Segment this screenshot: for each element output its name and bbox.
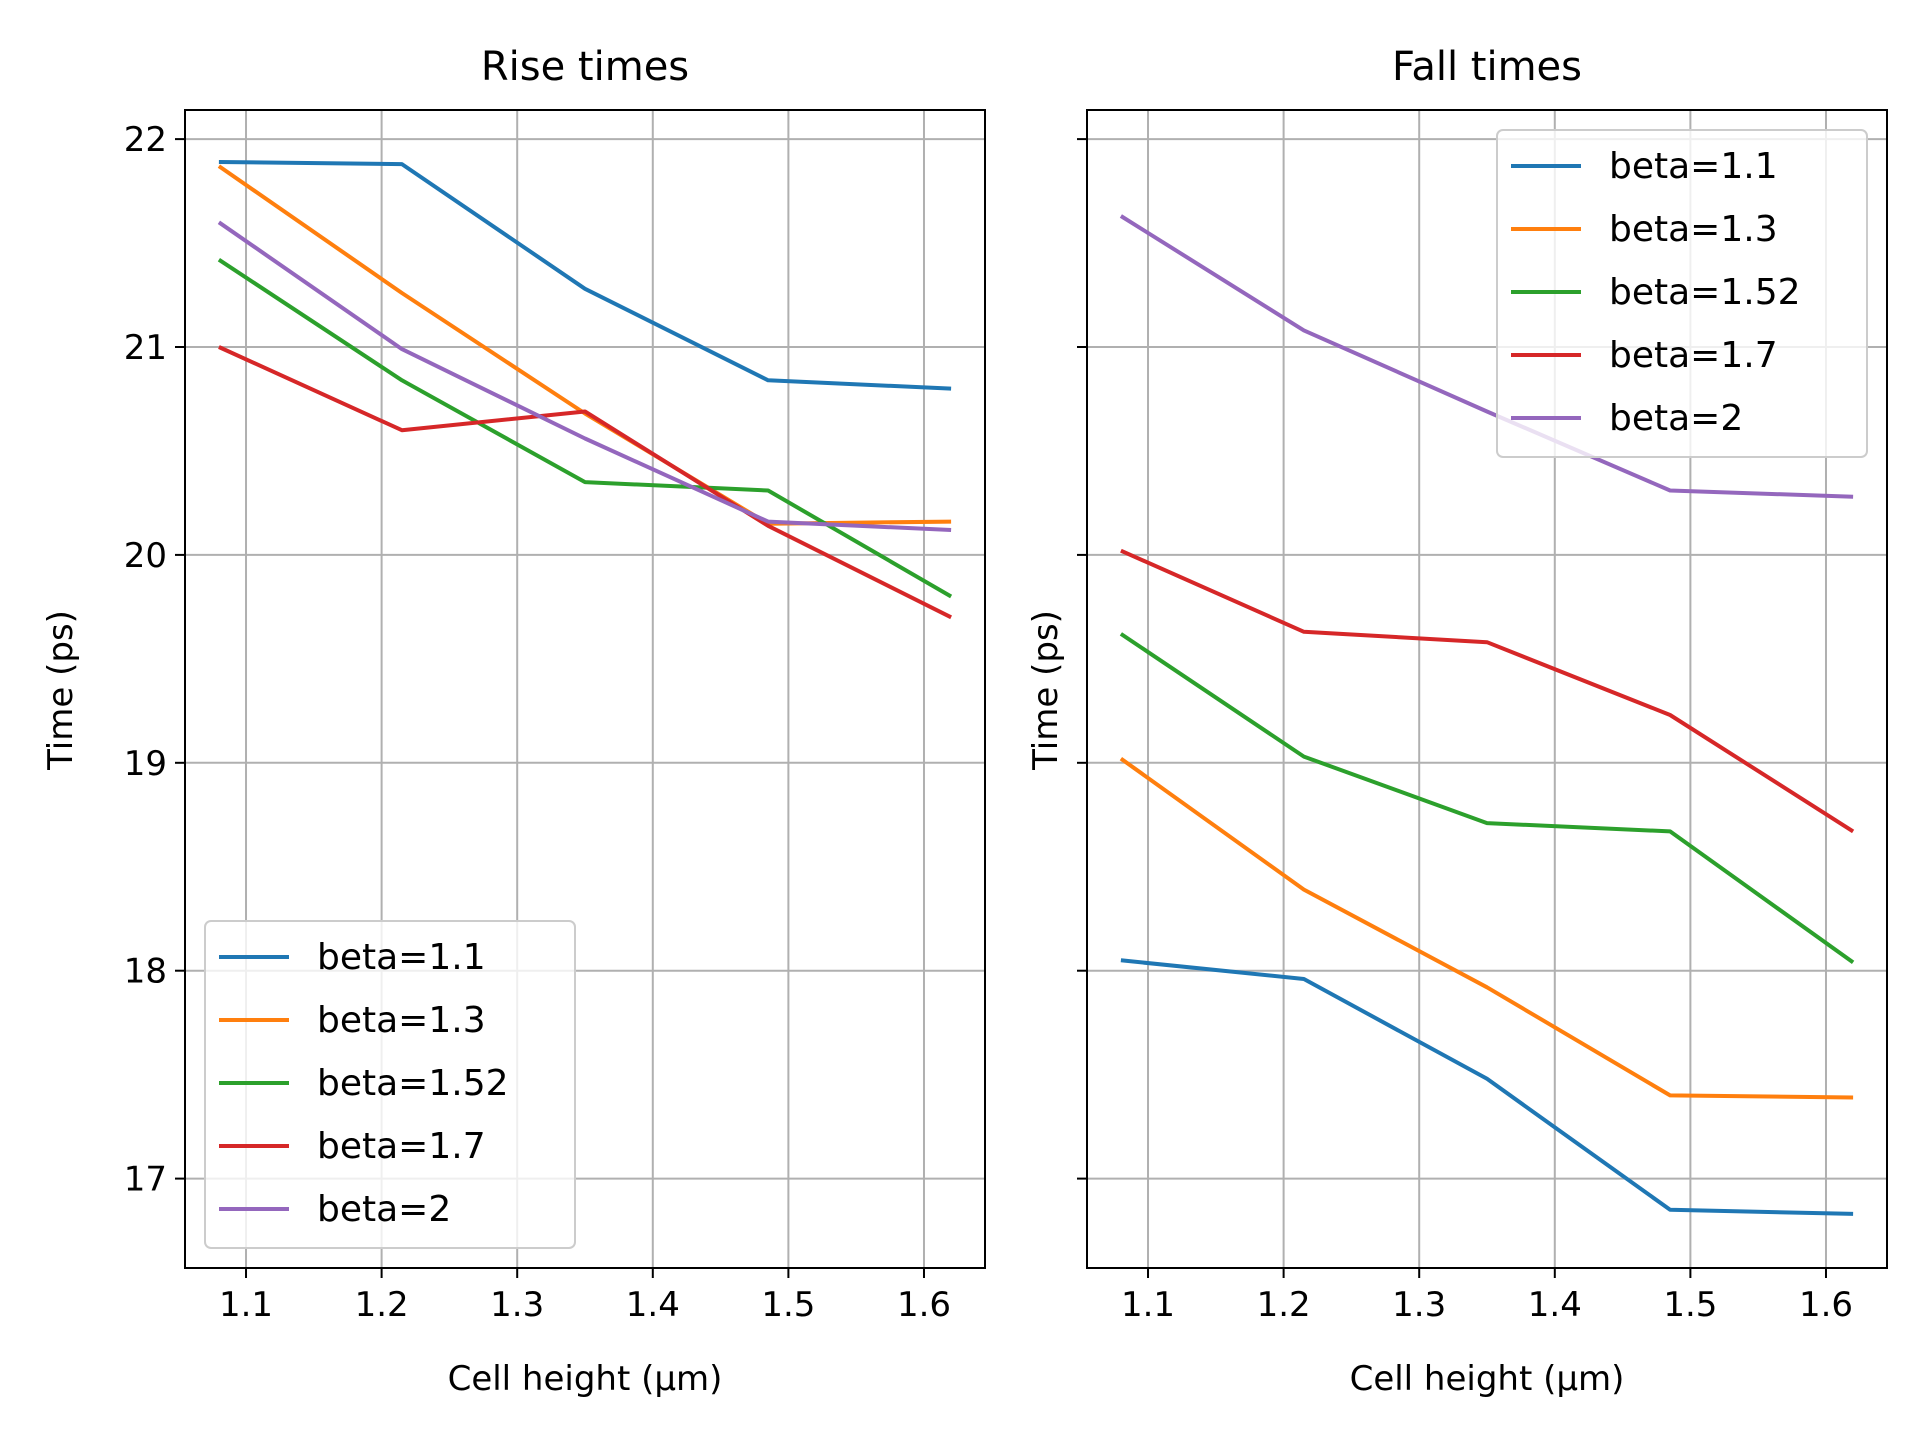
legend-label: beta=1.7 bbox=[1609, 335, 1778, 376]
x-tick-label: 1.4 bbox=[626, 1285, 680, 1325]
chart-title: Rise times bbox=[481, 44, 689, 90]
legend: beta=1.1 beta=1.3 beta=1.52 beta=1.7 beta=2 bbox=[1496, 129, 1868, 458]
series-line bbox=[1119, 632, 1855, 965]
y-tick-label: 17 bbox=[124, 1160, 167, 1200]
x-tick-label: 1.6 bbox=[1799, 1285, 1853, 1325]
y-tick-label: 21 bbox=[124, 328, 167, 368]
legend-box bbox=[1496, 129, 1868, 458]
y-tick-label: 19 bbox=[124, 744, 167, 784]
x-axis-label: Cell height (μm) bbox=[448, 1359, 723, 1399]
x-tick-label: 1.4 bbox=[1528, 1285, 1582, 1325]
legend-label: beta=1.3 bbox=[317, 1000, 486, 1041]
legend-label: beta=1.1 bbox=[317, 937, 486, 978]
legend-label: beta=2 bbox=[317, 1189, 451, 1230]
series-lines bbox=[217, 160, 953, 620]
x-tick-label: 1.3 bbox=[1392, 1285, 1446, 1325]
y-tick-label: 22 bbox=[124, 120, 167, 160]
legend-label: beta=1.52 bbox=[1609, 272, 1801, 313]
x-axis-label: Cell height (μm) bbox=[1350, 1359, 1625, 1399]
axes-frame bbox=[184, 109, 986, 1269]
x-tick-label: 1.3 bbox=[490, 1285, 544, 1325]
x-tick-label: 1.2 bbox=[1257, 1285, 1311, 1325]
x-tick-label: 1.6 bbox=[897, 1285, 951, 1325]
series-line bbox=[1120, 548, 1855, 834]
legend-label: beta=1.7 bbox=[317, 1126, 486, 1167]
chart-title: Fall times bbox=[1392, 44, 1582, 90]
legend-label: beta=2 bbox=[1609, 398, 1743, 439]
x-tick-label: 1.1 bbox=[1121, 1285, 1175, 1325]
y-axis-label: Time (ps) bbox=[1026, 610, 1066, 771]
series-line bbox=[1120, 958, 1854, 1216]
series-line bbox=[217, 220, 952, 532]
series-line bbox=[1119, 214, 1854, 499]
y-axis-label: Time (ps) bbox=[41, 610, 81, 771]
legend: beta=1.1 beta=1.3 beta=1.52 beta=1.7 beta=2 bbox=[204, 920, 576, 1249]
series-line bbox=[218, 345, 952, 620]
y-tick-label: 18 bbox=[124, 952, 167, 992]
axes-frame bbox=[1086, 109, 1888, 1269]
legend-box bbox=[204, 920, 576, 1249]
x-tick-label: 1.5 bbox=[761, 1285, 815, 1325]
fall-times-panel: Fall times Cell height (μm) Time (ps) 1.… bbox=[1026, 44, 1888, 1399]
legend-label: beta=1.52 bbox=[317, 1063, 509, 1104]
y-tick-label: 20 bbox=[124, 536, 167, 576]
legend-label: beta=1.1 bbox=[1609, 146, 1778, 187]
series-line bbox=[1119, 756, 1854, 1100]
x-tick-label: 1.2 bbox=[355, 1285, 409, 1325]
series-lines bbox=[1119, 214, 1855, 1216]
legend-label: beta=1.3 bbox=[1609, 209, 1778, 250]
rise-times-panel: Rise times Cell height (μm) Time (ps) 1.… bbox=[41, 44, 986, 1399]
x-tick-label: 1.5 bbox=[1663, 1285, 1717, 1325]
series-line bbox=[218, 160, 952, 391]
x-tick-label: 1.1 bbox=[219, 1285, 273, 1325]
